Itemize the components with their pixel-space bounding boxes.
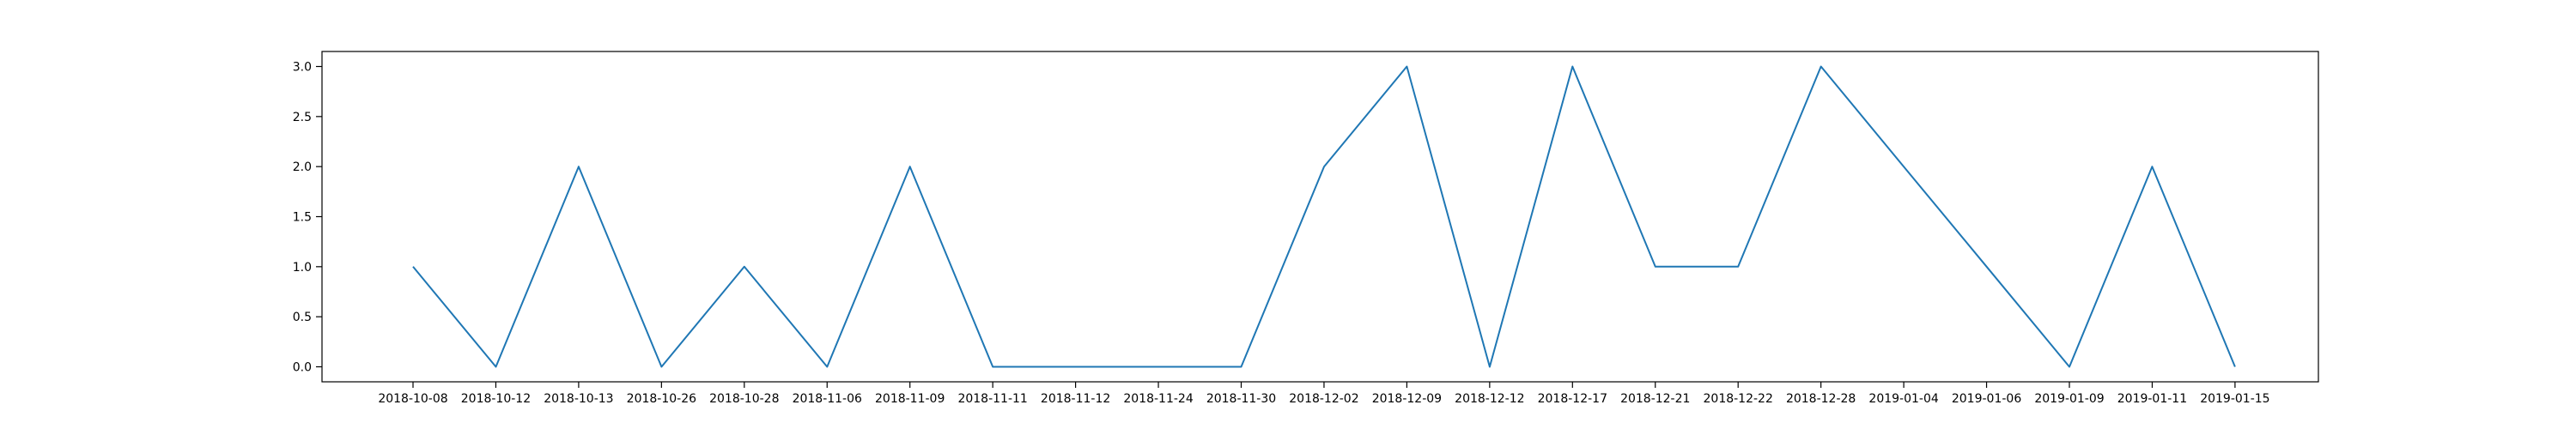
series-line: [412, 65, 2236, 368]
plot-area: [321, 51, 2319, 383]
x-tick-label: 2018-10-13: [544, 392, 613, 406]
x-tick-label: 2018-12-12: [1455, 392, 1524, 406]
x-tick-label: 2018-12-09: [1372, 392, 1442, 406]
x-tick-label: 2018-10-08: [378, 392, 447, 406]
x-tick-label: 2018-12-17: [1538, 392, 1607, 406]
x-tick-label: 2019-01-04: [1868, 392, 1938, 406]
x-tick-label: 2018-12-21: [1620, 392, 1690, 406]
y-tick-label: 2.0: [293, 160, 312, 174]
x-tick-label: 2018-11-24: [1123, 392, 1193, 406]
x-tick-label: 2019-01-06: [1952, 392, 2021, 406]
y-tick-label: 3.0: [293, 61, 312, 75]
x-tick-label: 2019-01-11: [2117, 392, 2187, 406]
x-tick-label: 2018-11-09: [875, 392, 945, 406]
x-tick-label: 2018-12-02: [1289, 392, 1358, 406]
x-axis: 2018-10-08 2018-10-12 2018-10-13 2018-10-26…: [378, 382, 2270, 406]
x-tick-label: 2019-01-15: [2200, 392, 2269, 406]
y-tick-label: 1.5: [293, 211, 312, 225]
x-tick-label: 2018-11-30: [1206, 392, 1276, 406]
y-tick-label: 2.5: [293, 111, 312, 124]
x-tick-label: 2018-10-28: [709, 392, 779, 406]
x-tick-label: 2018-12-22: [1704, 392, 1773, 406]
y-axis: 0.0 0.5 1.0 1.5 2.0 2.5 3.0: [293, 61, 322, 375]
x-tick-label: 2018-12-28: [1786, 392, 1856, 406]
x-tick-label: 2018-11-11: [957, 392, 1027, 406]
x-tick-label: 2018-11-12: [1041, 392, 1110, 406]
y-tick-label: 1.0: [293, 261, 312, 275]
y-tick-label: 0.0: [293, 361, 312, 375]
series-layer: [412, 65, 2236, 368]
x-tick-label: 2019-01-09: [2034, 392, 2104, 406]
y-tick-label: 0.5: [293, 311, 312, 324]
x-tick-label: 2018-11-06: [793, 392, 862, 406]
x-tick-label: 2018-10-26: [627, 392, 696, 406]
x-tick-label: 2018-10-12: [461, 392, 531, 406]
